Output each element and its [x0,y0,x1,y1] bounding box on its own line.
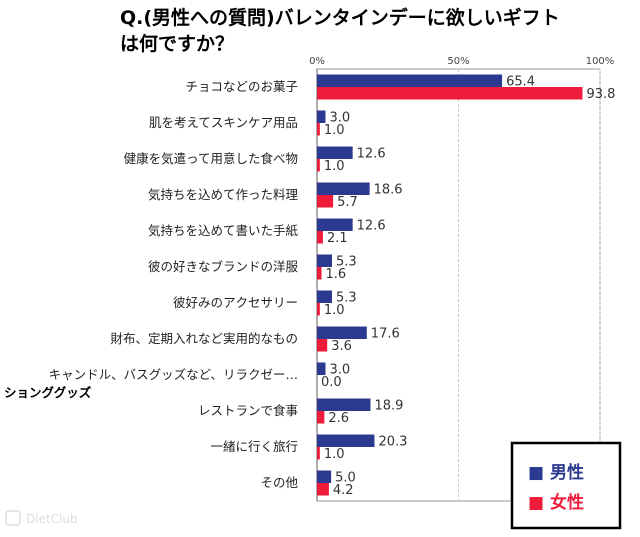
legend-marker-male: ■ [528,463,544,483]
bars [317,74,583,496]
value-label-female-5: 1.6 [326,267,347,282]
category-label-8: キャンドル、バスグッズなど、リラクゼー… [49,367,298,382]
category-label-11: その他 [260,475,298,490]
bar-female-6 [317,303,320,316]
x-tick-label-0: 0% [309,56,325,67]
bar-male-8 [317,362,326,375]
bar-female-11 [317,483,329,496]
bar-male-3 [317,182,370,195]
value-label-female-0: 93.8 [586,87,615,102]
legend-entry-male: ■ 男性 [528,462,584,483]
value-label-female-9: 2.6 [328,411,349,426]
bar-female-3 [317,195,334,208]
bar-male-4 [317,218,353,231]
value-label-female-10: 1.0 [324,447,345,462]
value-label-male-7: 17.6 [371,327,400,342]
value-label-male-5: 5.3 [336,255,357,270]
category-label-3: 気持ちを込めて作った料理 [148,187,299,202]
value-label-male-0: 65.4 [506,75,535,90]
bar-male-6 [317,290,332,303]
value-label-female-1: 1.0 [324,123,345,138]
value-label-female-6: 1.0 [324,303,345,318]
bar-male-7 [317,326,367,339]
bar-male-0 [317,74,503,87]
grid-layer [316,69,601,501]
x-tick-label-50: 50% [447,56,469,67]
bar-female-10 [317,447,320,460]
legend-marker-female: ■ [528,493,544,513]
value-label-male-3: 18.6 [374,183,403,198]
value-label-male-9: 18.9 [374,399,403,414]
chart-title-line-1: Q.(男性への質問)バレンタインデーに欲しいギフト [120,6,560,29]
category-label-7: 財布、定期入れなど実用的なもの [110,331,298,346]
value-labels: 65.4 3.0 12.6 18.6 12.6 5.3 5.3 17.6 3.0 18.9 20.3… [321,75,615,499]
bar-male-2 [317,146,353,159]
value-label-male-2: 12.6 [357,147,386,162]
category-labels: チョコなどのお菓子肌を考えてスキンケア用品健康を気遣って用意した食べ物気持ちを込… [4,79,298,490]
bar-female-9 [317,411,325,424]
value-label-female-8: 0.0 [321,375,342,390]
value-label-male-10: 20.3 [378,435,407,450]
bar-female-4 [317,231,323,244]
bar-female-5 [317,267,322,280]
category-label-4: 気持ちを込めて書いた手紙 [148,223,299,238]
category-label-2: 健康を気遣って用意した食べ物 [124,151,298,166]
bar-female-2 [317,159,320,172]
chart-title-line-2: は何ですか？ [120,32,234,55]
bar-female-0 [317,87,583,100]
legend: ■ 男性 ■ 女性 [510,441,622,530]
watermark-logo-icon [5,510,21,526]
category-label-10: 一緒に行く旅行 [210,439,298,454]
category-label-9: レストランで食事 [198,403,298,418]
value-label-female-7: 3.6 [331,339,352,354]
bar-male-10 [317,434,375,447]
value-label-male-6: 5.3 [336,291,357,306]
value-label-female-11: 4.2 [333,483,354,498]
legend-box [510,441,622,530]
x-tick-label-100: 100% [586,56,615,67]
legend-label-female: 女性 [550,492,584,513]
bar-male-5 [317,254,332,267]
watermark-text: DietClub [26,512,78,526]
legend-label-male: 男性 [550,462,584,483]
value-label-male-4: 12.6 [357,219,386,234]
category-label-6: 彼好みのアクセサリー [173,295,298,310]
bar-male-9 [317,398,371,411]
legend-entry-female: ■ 女性 [528,492,584,513]
category-label-8-continued: ションググッズ [4,385,92,400]
value-label-female-4: 2.1 [327,231,348,246]
value-label-male-8: 3.0 [329,363,350,378]
value-label-male-1: 3.0 [329,111,350,126]
watermark: DietClub [5,510,78,526]
value-label-female-2: 1.0 [324,159,345,174]
bar-female-1 [317,123,320,136]
value-label-male-11: 5.0 [335,471,356,486]
value-label-female-3: 5.7 [337,195,358,210]
category-label-1: 肌を考えてスキンケア用品 [149,115,298,130]
category-label-5: 彼の好きなブランドの洋服 [148,259,299,274]
bar-male-11 [317,470,332,483]
bar-male-1 [317,110,326,123]
bar-female-7 [317,339,328,352]
category-label-0: チョコなどのお菓子 [185,79,298,94]
